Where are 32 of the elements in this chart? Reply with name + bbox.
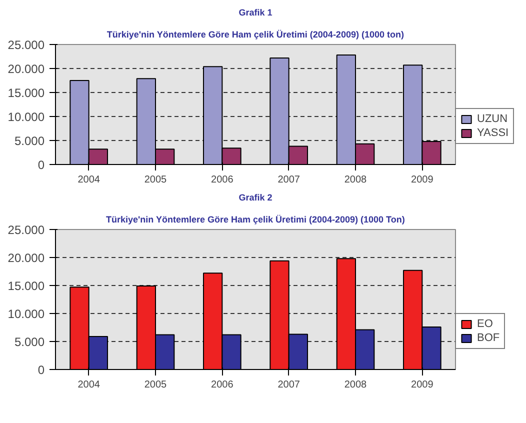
y-tick-label: 0 xyxy=(38,363,45,377)
chart-subtitle: Türkiye'nin Yöntemlere Göre Ham çelik Üretimi (2004-2009) (1000 Ton) xyxy=(106,214,405,224)
y-tick-label: 10.000 xyxy=(8,307,45,321)
x-tick-label: 2004 xyxy=(78,380,100,390)
y-tick-label: 20.000 xyxy=(8,251,45,265)
x-tick-label: 2004 xyxy=(78,174,100,186)
y-tick-label: 0 xyxy=(38,158,45,172)
y-tick-label: 15.000 xyxy=(8,279,45,293)
y-tick-label: 5.000 xyxy=(14,134,45,148)
x-tick-label: 2009 xyxy=(411,380,434,390)
y-tick-label: 25.000 xyxy=(8,223,45,237)
y-tick-label: 25.000 xyxy=(8,38,45,52)
x-tick-label: 2007 xyxy=(278,174,300,186)
y-tick-label: 20.000 xyxy=(8,62,45,76)
x-tick-label: 2008 xyxy=(344,174,368,186)
x-tick-label: 2007 xyxy=(278,380,300,390)
x-tick-label: 2006 xyxy=(211,174,234,186)
chart-title: Grafik 2 xyxy=(238,192,272,202)
chart-title: Grafik 1 xyxy=(238,8,272,18)
y-tick-label: 5.000 xyxy=(14,335,45,349)
x-tick-label: 2009 xyxy=(411,174,434,186)
x-tick-label: 2008 xyxy=(344,380,368,390)
legend-label: YASSI xyxy=(477,127,509,139)
legend-label: BOF xyxy=(477,332,500,344)
x-tick-label: 2005 xyxy=(144,174,168,186)
y-tick-label: 10.000 xyxy=(8,110,45,124)
y-tick-label: 15.000 xyxy=(8,86,45,100)
x-tick-label: 2005 xyxy=(144,380,168,390)
x-tick-label: 2006 xyxy=(211,380,234,390)
chart-subtitle: Türkiye'nin Yöntemlere Göre Ham çelik Üretimi (2004-2009) (1000 ton) xyxy=(106,30,404,40)
legend-label: EO xyxy=(477,318,494,330)
legend-label: UZUN xyxy=(477,113,508,125)
